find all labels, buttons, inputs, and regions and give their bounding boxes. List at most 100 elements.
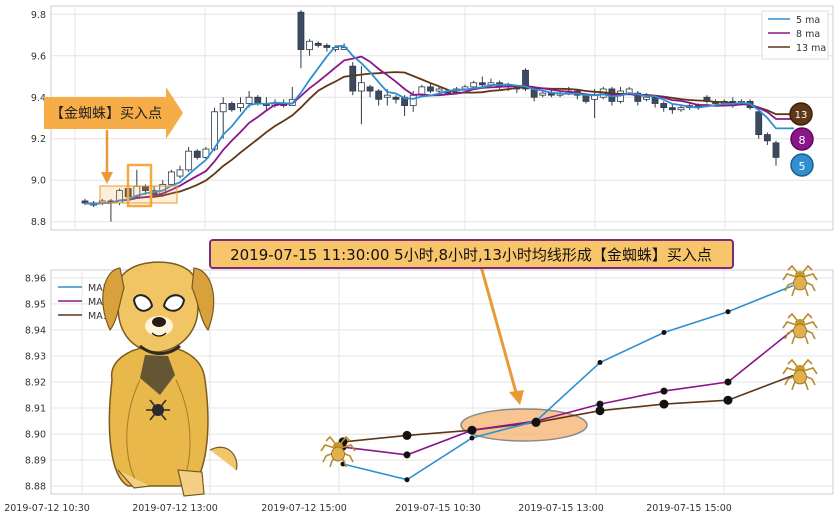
legend-ma8: MA8 <box>88 297 109 308</box>
candle-body <box>314 42 322 46</box>
buy-point-annotation: 【金蜘蛛】买入点 <box>44 87 183 208</box>
title-pointer-arrow <box>475 251 519 397</box>
candle-body <box>297 11 305 50</box>
candle-body <box>167 171 175 185</box>
bottom-y-tick-label: 8.94 <box>25 325 46 336</box>
bottom-y-tick-label: 8.88 <box>25 482 46 493</box>
top-y-tick-label: 8.8 <box>31 217 46 228</box>
bottom-y-ticks: 8.96 8.95 8.94 8.93 8.92 8.91 8.90 8.89 8.88 <box>25 273 46 492</box>
ma8-point <box>468 426 476 434</box>
ma5-point <box>661 330 667 335</box>
candle-body <box>772 142 780 158</box>
ma5-series-line <box>342 284 794 481</box>
bottom-y-tick-label: 8.90 <box>25 430 46 441</box>
spider-dog-illustration <box>102 261 238 497</box>
candle-body <box>668 107 676 111</box>
legend-ma13: MA13 <box>88 311 115 322</box>
bottom-y-tick-label: 8.96 <box>25 273 46 284</box>
bottom-x-tick-label: 2019-07-12 13:00 <box>132 503 218 514</box>
ma13-point <box>659 399 669 409</box>
bottom-chart: 8.96 8.95 8.94 8.93 8.92 8.91 8.90 8.89 8.88 201… <box>4 239 834 514</box>
top-y-tick-label: 9.8 <box>31 10 46 21</box>
title-pointer-head <box>509 390 524 405</box>
ma8-end-label: 8 <box>799 134 806 147</box>
candle-body <box>582 94 590 102</box>
top-y-tick-label: 9.2 <box>31 134 46 145</box>
top-y-tick-label: 9.4 <box>31 93 46 104</box>
buy-region-box <box>99 185 178 204</box>
buy-point-label: 【金蜘蛛】买入点 <box>50 106 162 122</box>
candle-body <box>366 86 374 92</box>
candle-body <box>427 86 434 92</box>
top-chart: 9.8 9.6 9.4 9.2 9.0 8.8 5 ma 8 ma 13 ma 【金蜘蛛】… <box>31 5 834 231</box>
ma5-point <box>469 435 475 441</box>
candle-body <box>193 150 201 158</box>
candle-body <box>245 96 253 104</box>
candle-body <box>755 111 763 135</box>
bottom-x-tick-label: 2019-07-15 10:30 <box>395 503 481 514</box>
ma8-point <box>660 387 668 395</box>
ma-end-markers: 13 8 5 <box>789 102 814 177</box>
legend-8ma: 8 ma <box>796 29 820 40</box>
candle-body <box>228 103 236 111</box>
legend-5ma: 5 ma <box>796 15 820 26</box>
bottom-y-tick-label: 8.91 <box>25 404 46 415</box>
candle-body <box>219 103 227 113</box>
bottom-y-tick-label: 8.93 <box>25 351 46 362</box>
ma13-point <box>723 395 733 405</box>
bottom-y-tick-label: 8.89 <box>25 456 46 467</box>
candle-body <box>323 45 331 48</box>
candle-body <box>357 82 365 92</box>
signal-title-banner: 2019-07-15 11:30:00 5小时,8小时,13小时均线形成【金蜘蛛… <box>209 239 734 269</box>
top-plot-area <box>50 5 834 231</box>
bottom-x-tick-label: 2019-07-12 10:30 <box>4 503 90 514</box>
candle-body <box>435 88 443 92</box>
candle-body <box>660 103 668 109</box>
buy-arrow-shape <box>44 87 183 139</box>
candle-body <box>383 94 391 98</box>
candle-body <box>375 90 383 100</box>
bottom-x-tick-label: 2019-07-15 13:00 <box>518 503 604 514</box>
top-grid <box>51 6 833 230</box>
candle-body <box>470 82 478 88</box>
ma13-line <box>84 71 794 206</box>
candle-body <box>651 96 659 104</box>
ma5-point <box>533 418 539 424</box>
candle-body <box>478 82 486 86</box>
bottom-x-ticks: 2019-07-12 10:30 2019-07-12 13:00 2019-07-… <box>4 503 732 514</box>
bottom-x-tick-label: 2019-07-15 15:00 <box>646 503 732 514</box>
top-y-tick-label: 9.0 <box>31 176 46 187</box>
down-arrow-head <box>101 172 113 184</box>
ma5-point <box>725 309 731 315</box>
bottom-y-tick-label: 8.95 <box>25 299 46 310</box>
candle-body <box>176 169 184 177</box>
candle-body <box>306 40 313 50</box>
legend-13ma: 13 ma <box>796 43 826 54</box>
ma8-point <box>596 400 604 408</box>
ma8-point <box>403 451 411 459</box>
candle-body <box>254 96 262 104</box>
ma13-point <box>595 406 605 416</box>
top-y-tick-label: 9.6 <box>31 51 46 62</box>
ma13-end-label: 13 <box>795 110 808 121</box>
candle-body <box>409 94 417 106</box>
candle-body <box>634 92 642 102</box>
candle-body <box>677 107 685 111</box>
ma5-end-label: 5 <box>799 160 806 173</box>
ma5-point <box>404 477 410 483</box>
candle-body <box>185 150 193 171</box>
ma13-point <box>402 430 412 440</box>
top-moving-averages <box>84 44 794 206</box>
bottom-x-tick-label: 2019-07-12 15:00 <box>261 503 347 514</box>
signal-title: 2019-07-15 11:30:00 5小时,8小时,13小时均线形成【金蜘蛛… <box>230 246 712 264</box>
ma8-point <box>724 378 732 386</box>
candle-body <box>349 65 357 92</box>
bottom-legend: MA5 MA8 MA13 <box>58 283 115 322</box>
candle-body <box>522 69 529 90</box>
ma5-line <box>84 44 794 206</box>
bottom-moving-averages <box>338 284 794 483</box>
candle-body <box>202 148 210 158</box>
candle-body <box>763 134 771 142</box>
legend-ma5: MA5 <box>88 283 109 294</box>
